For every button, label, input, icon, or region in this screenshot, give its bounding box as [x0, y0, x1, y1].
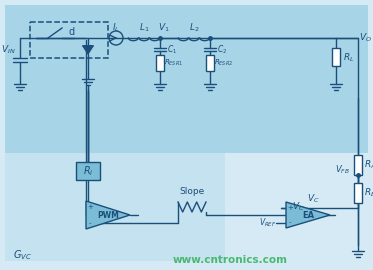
Text: $R_B$: $R_B$ [364, 187, 373, 199]
Text: $V_{REF}$: $V_{REF}$ [259, 216, 277, 229]
Text: $R_A$: $R_A$ [364, 159, 373, 171]
Text: $V_O$: $V_O$ [358, 32, 372, 44]
Text: $V_1$: $V_1$ [158, 22, 170, 34]
Text: $I_L$: $I_L$ [112, 22, 120, 34]
Text: PWM: PWM [97, 211, 119, 220]
Text: +: + [87, 204, 93, 210]
Text: $R_{ESR2}$: $R_{ESR2}$ [214, 58, 233, 68]
Text: $G_{VC}$: $G_{VC}$ [13, 248, 31, 262]
Polygon shape [286, 202, 330, 228]
Bar [76, 162, 100, 180]
Text: $L_1$: $L_1$ [139, 22, 149, 34]
Text: $V_{IN}$: $V_{IN}$ [1, 44, 15, 56]
Text: $R_i$: $R_i$ [83, 164, 93, 178]
Text: $V_{FB}$: $V_{FB}$ [335, 164, 350, 176]
Bar [354, 155, 362, 175]
Polygon shape [86, 201, 130, 229]
Text: d: d [69, 27, 75, 37]
Text: $C_2$: $C_2$ [217, 44, 227, 56]
Text: +: + [287, 204, 293, 211]
Text: $R_L$: $R_L$ [343, 52, 355, 64]
Bar [30, 22, 108, 58]
Polygon shape [83, 46, 93, 54]
Text: EA: EA [302, 211, 314, 220]
Text: $V_C$: $V_C$ [292, 201, 304, 213]
Bar [156, 55, 164, 71]
Bar [354, 183, 362, 203]
Text: -: - [289, 220, 291, 225]
Text: $C_1$: $C_1$ [167, 44, 177, 56]
Bar [206, 55, 214, 71]
Text: $R_{ESR1}$: $R_{ESR1}$ [164, 58, 184, 68]
Text: Slope: Slope [179, 187, 205, 197]
Text: www.cntronics.com: www.cntronics.com [172, 255, 288, 265]
Bar [5, 5, 368, 153]
Bar [332, 48, 340, 66]
Bar [5, 153, 225, 261]
Text: -: - [89, 220, 91, 226]
Text: $V_C$: $V_C$ [307, 193, 319, 205]
Text: $L_2$: $L_2$ [189, 22, 199, 34]
